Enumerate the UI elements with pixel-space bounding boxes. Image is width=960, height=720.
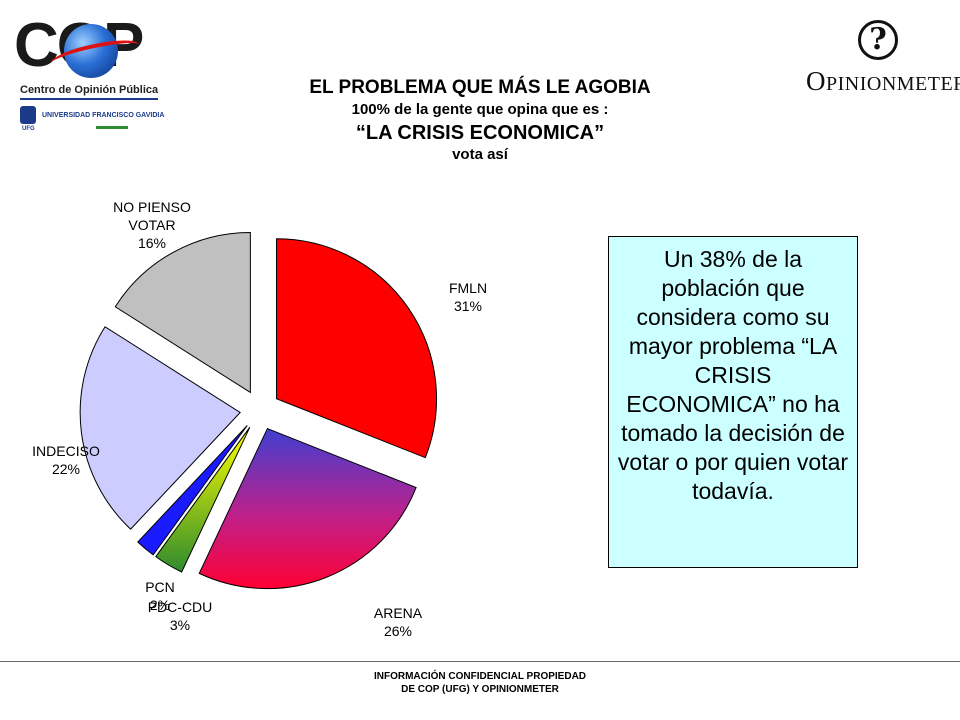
footer-line-2: DE COP (UFG) Y OPINIONMETER <box>401 684 559 695</box>
ufg-abbr: UFG <box>22 126 35 132</box>
pie-slice-indeciso <box>79 326 241 530</box>
pie-slice-no-pienso-votar <box>114 231 251 394</box>
pie-slice-pdc-cdu <box>155 426 251 573</box>
note-box: Un 38% de la población que considera com… <box>608 236 858 568</box>
pie-slice-arena <box>198 427 417 590</box>
page-quote: “LA CRISIS ECONOMICA” <box>355 122 605 144</box>
globe-icon <box>64 24 118 78</box>
pie-chart: FMLN 31% ARENA 26% PDC-CDU 3%PCN 2% INDECISO 22%… <box>32 199 487 639</box>
footer: INFORMACIÓN CONFIDENCIAL PROPIEDAD DE CO… <box>280 670 680 696</box>
opinionmeter-rest: PINIONMETER <box>826 73 960 95</box>
ufg-name: UNIVERSIDAD FRANCISCO GAVIDIA <box>42 111 165 119</box>
slice-label-pcn: PCN 2% <box>145 579 175 613</box>
slice-label-fmln: FMLN 31% <box>449 280 487 314</box>
pie-slice-pcn <box>137 425 248 556</box>
page-tagline: vota así <box>452 146 508 163</box>
slice-label-no-pienso-votar: NO PIENSO VOTAR 16% <box>113 199 191 251</box>
opinionmeter-cap: O <box>806 66 826 96</box>
footer-line-1: INFORMACIÓN CONFIDENCIAL PROPIEDAD <box>373 671 587 682</box>
slice-label-indeciso: INDECISO 22% <box>32 443 100 477</box>
opinionmeter-logo: ? OPINIONMETER <box>800 20 960 100</box>
question-mark-icon: ? <box>858 20 898 60</box>
footer-divider <box>0 661 960 662</box>
page-subtitle: 100% de la gente que opina que es : <box>351 101 609 118</box>
ufg-bar <box>96 126 128 129</box>
chart-header: EL PROBLEMA QUE MÁS LE AGOBIA 100% de la… <box>180 76 780 164</box>
slice-label-pdc-cdu: PDC-CDU 3% <box>148 599 213 633</box>
slice-label-arena: ARENA 26% <box>374 605 423 639</box>
cop-logo-caption: Centro de Opinión Pública <box>20 84 159 100</box>
opinionmeter-wordmark: OPINIONMETER <box>806 66 960 97</box>
ufg-seal-icon <box>20 106 36 124</box>
pie-slice-fmln <box>276 238 438 459</box>
ufg-logo: UNIVERSIDAD FRANCISCO GAVIDIA <box>20 106 164 124</box>
cop-logo: COP Centro de Opinión Pública UNIVERSIDA… <box>14 14 174 133</box>
page-title: EL PROBLEMA QUE MÁS LE AGOBIA <box>309 77 651 98</box>
